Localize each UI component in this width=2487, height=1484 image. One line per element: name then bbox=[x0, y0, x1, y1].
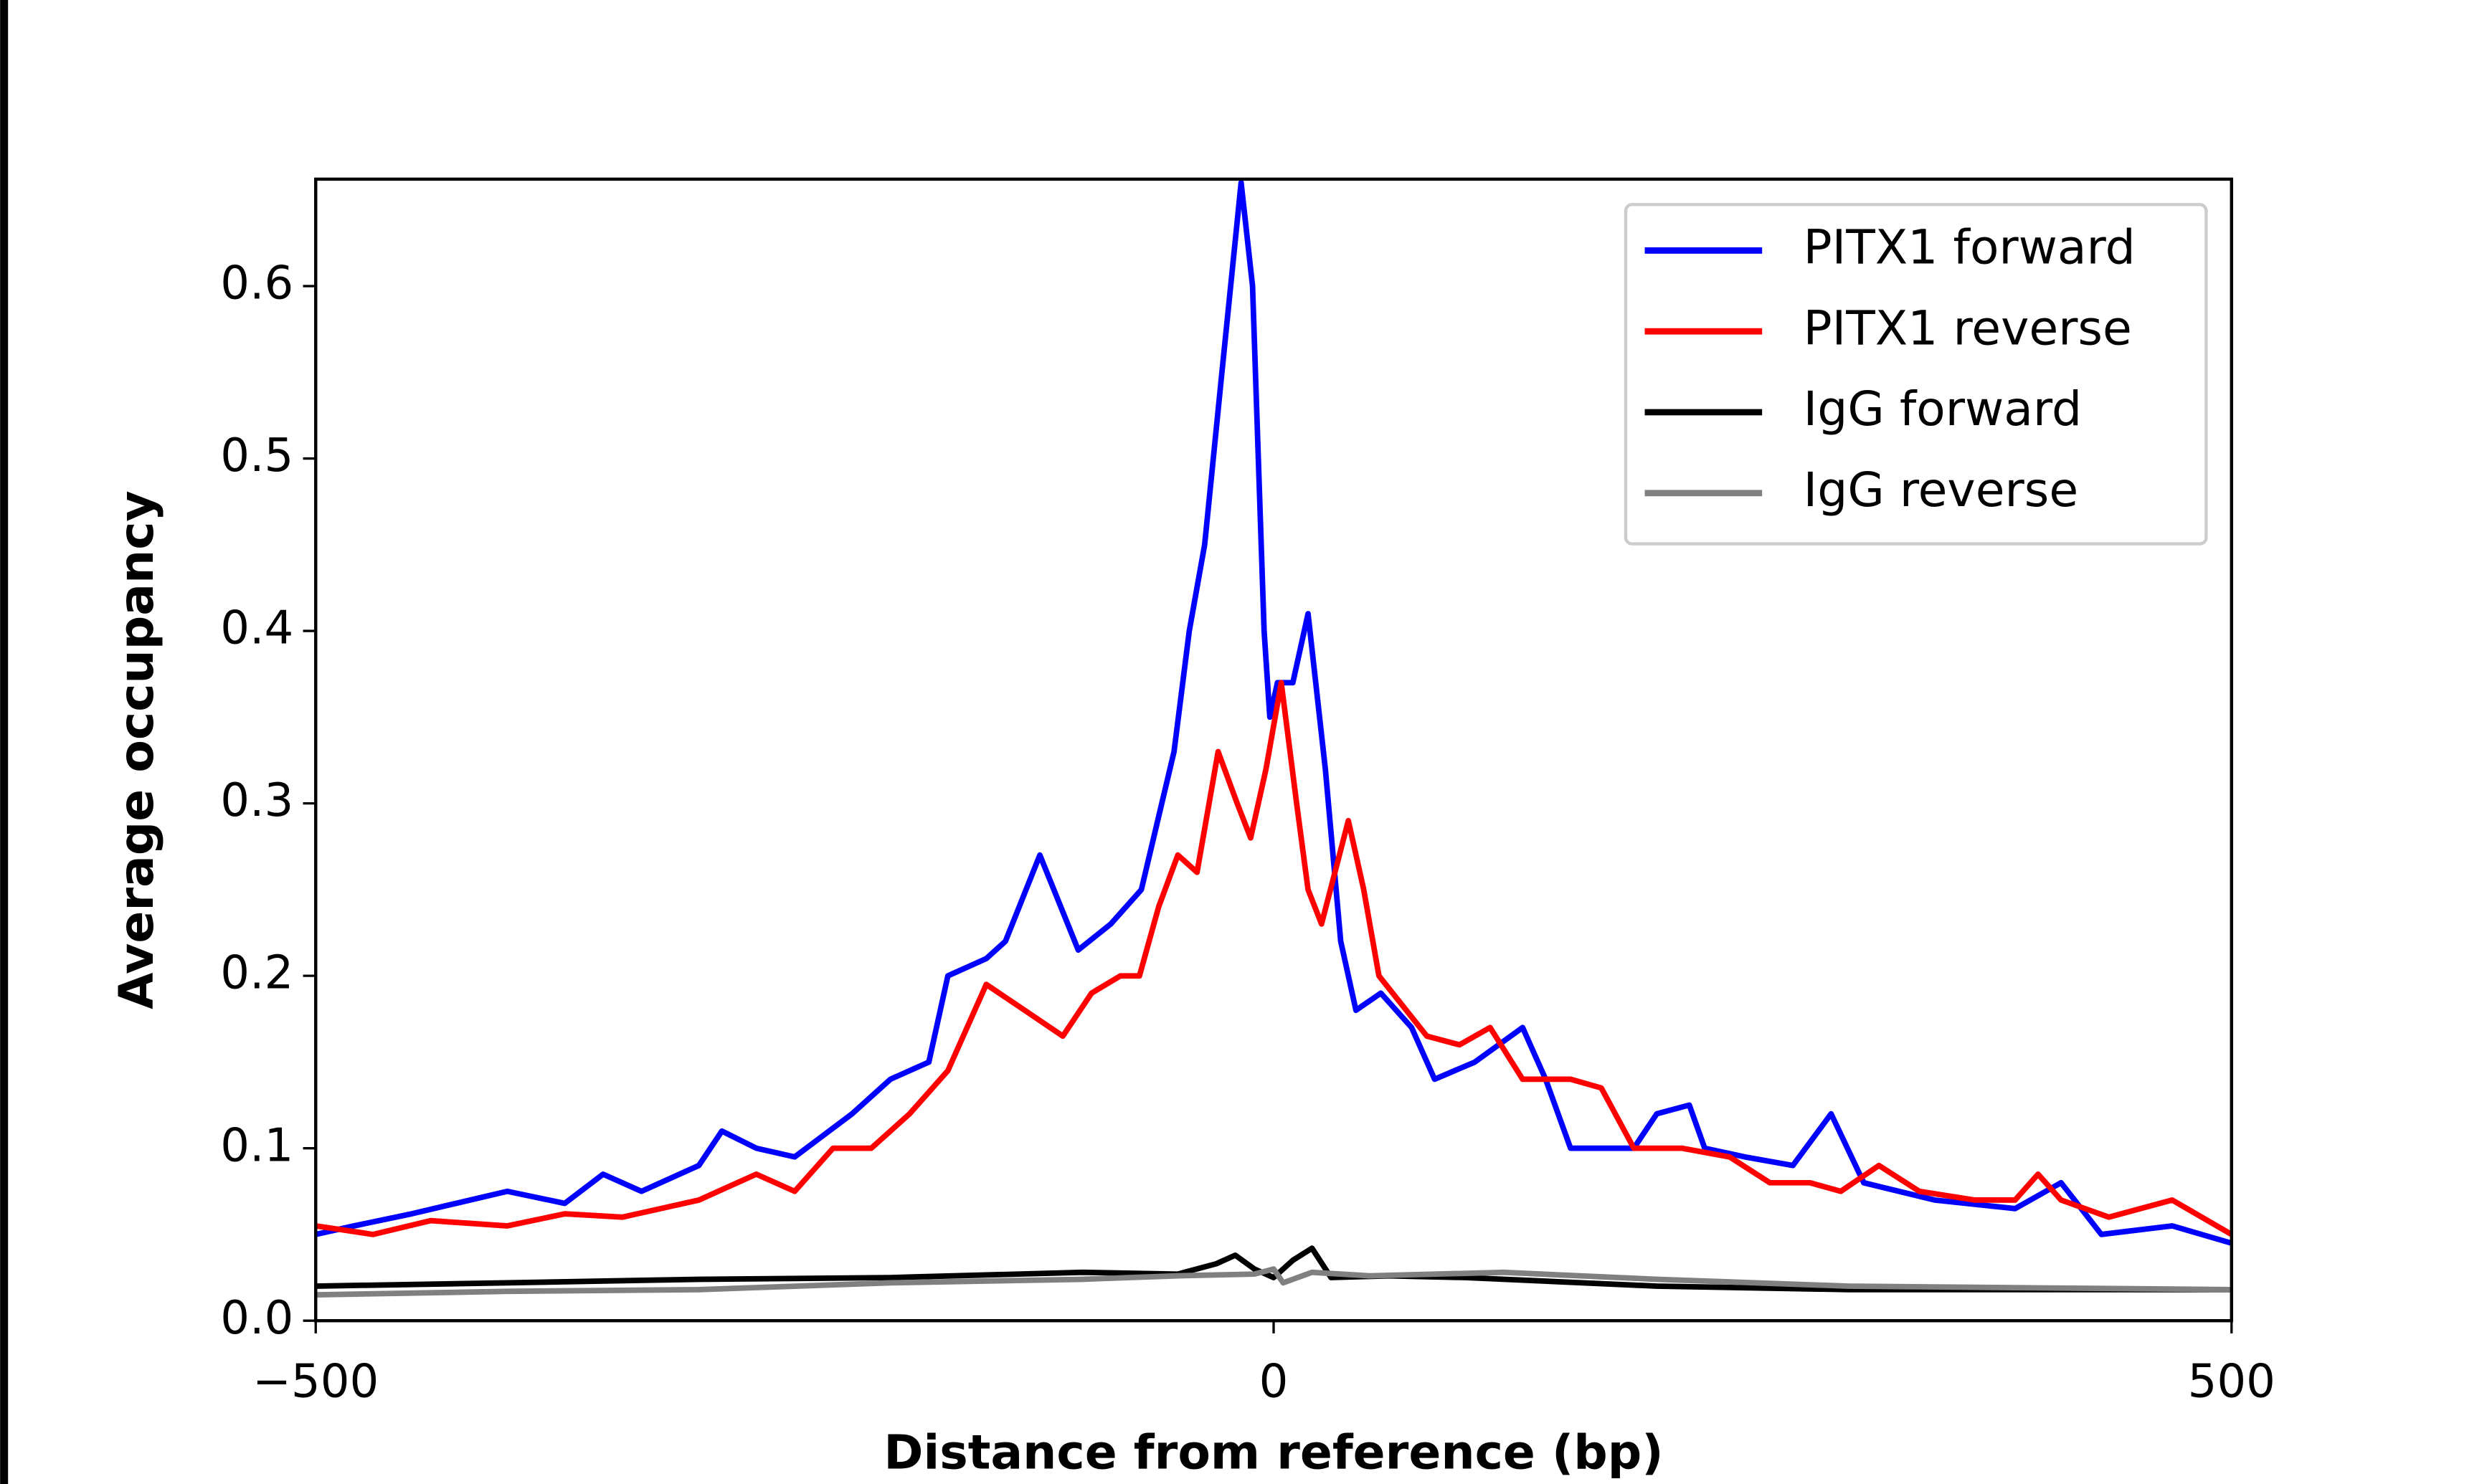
x-axis-label: Distance from reference (bp) bbox=[884, 1424, 1663, 1480]
legend-box bbox=[1624, 203, 2208, 546]
legend-label: PITX1 forward bbox=[1804, 219, 2136, 275]
data-line bbox=[316, 1266, 2232, 1298]
legend-label: IgG forward bbox=[1804, 381, 2082, 437]
y-tick-label: 0.0 bbox=[220, 1291, 293, 1345]
y-axis-label: Average occupancy bbox=[108, 490, 164, 1009]
plot-frame bbox=[314, 177, 2234, 1323]
y-tick-label: 0.6 bbox=[220, 257, 293, 310]
y-tick-label: 0.1 bbox=[220, 1118, 293, 1172]
data-line bbox=[315, 680, 2233, 1237]
x-tick-label: 0 bbox=[1259, 1354, 1289, 1408]
legend-label: IgG reverse bbox=[1804, 462, 2078, 518]
y-tick-label: 0.3 bbox=[220, 774, 293, 827]
data-line bbox=[316, 1245, 2232, 1293]
y-tick-label: 0.2 bbox=[220, 946, 293, 1000]
data-line bbox=[315, 179, 2232, 1246]
legend-label: PITX1 reverse bbox=[1804, 300, 2132, 356]
y-tick-label: 0.4 bbox=[220, 601, 293, 655]
y-tick-label: 0.5 bbox=[220, 429, 293, 482]
x-tick-label: −500 bbox=[252, 1354, 379, 1408]
left-edge bbox=[0, 0, 9, 1484]
x-tick-label: 500 bbox=[2188, 1354, 2275, 1408]
